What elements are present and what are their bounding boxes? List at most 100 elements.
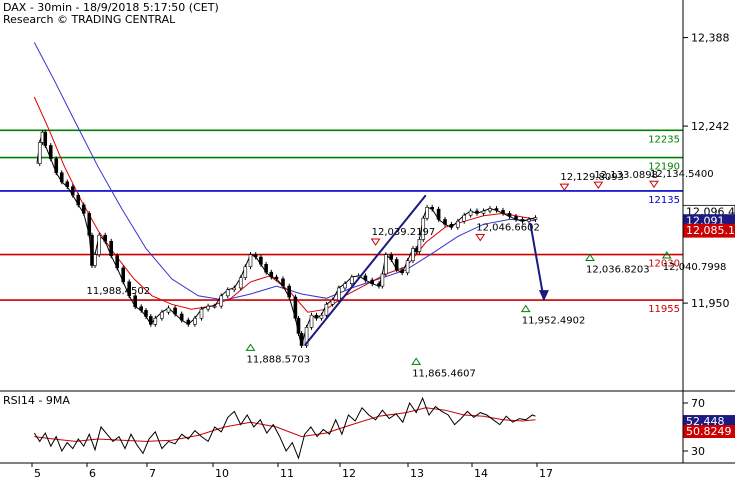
y-tick-label: 12,242 xyxy=(691,120,730,133)
candle xyxy=(212,305,217,308)
series-layer xyxy=(33,42,538,460)
candle xyxy=(179,313,184,321)
candle xyxy=(293,296,298,319)
rsi-badge-label: 52.448 xyxy=(686,415,725,428)
candle xyxy=(462,214,467,222)
candle xyxy=(304,327,309,346)
candle xyxy=(370,279,375,285)
candle xyxy=(430,207,435,210)
candle xyxy=(166,307,171,313)
candle xyxy=(81,204,86,214)
candle xyxy=(173,307,177,315)
candle xyxy=(296,317,301,334)
level-label: 12135 xyxy=(648,195,680,206)
candle xyxy=(54,158,59,174)
candle xyxy=(127,281,131,297)
candle xyxy=(394,259,399,271)
candle xyxy=(520,219,525,222)
candle xyxy=(363,275,368,281)
candle xyxy=(160,311,164,319)
candle xyxy=(330,299,335,305)
candle xyxy=(121,267,125,283)
candle xyxy=(336,287,341,301)
rsi-title: RSI14 - 9MA xyxy=(3,394,70,407)
candle xyxy=(383,254,388,275)
candle xyxy=(144,310,148,317)
swing-high-label: 12,133.0898 xyxy=(594,170,658,181)
swing-high-marker xyxy=(593,181,604,190)
candle xyxy=(507,213,512,217)
chart-credit: Research © TRADING CENTRAL xyxy=(3,13,176,26)
ma-slow-line xyxy=(33,42,536,301)
swing-high-label: 12,046.6602 xyxy=(476,223,540,234)
rsi-badge-label: 50.8249 xyxy=(686,425,732,438)
swing-high-marker xyxy=(475,234,486,242)
marks-layer: 12,039.2197 12,046.6602 12,129.809312,133.… xyxy=(87,169,735,439)
rsi-badge xyxy=(683,425,735,439)
candle xyxy=(324,304,329,316)
x-tick-label: 12 xyxy=(342,467,356,480)
candle xyxy=(48,145,53,160)
candle xyxy=(97,234,101,255)
candle xyxy=(488,208,492,212)
level-label: 12030 xyxy=(648,259,680,270)
swing-high-marker xyxy=(559,183,570,192)
candle xyxy=(417,239,422,252)
level-label: 12190 xyxy=(648,162,680,173)
rsi-y-tick-label: 70 xyxy=(691,397,705,410)
candle xyxy=(436,208,441,220)
swing-low-marker xyxy=(411,357,422,365)
candle xyxy=(389,254,394,260)
chart-title: DAX - 30min - 18/9/2018 5:17:50 (CET) xyxy=(3,1,219,14)
candle xyxy=(109,240,113,257)
level-label: 11955 xyxy=(648,304,680,315)
candle xyxy=(349,276,354,285)
swing-low-marker xyxy=(585,253,595,261)
x-tick-label: 14 xyxy=(474,467,488,480)
candle xyxy=(193,317,197,325)
forecast-arrowhead xyxy=(538,290,549,302)
candle xyxy=(59,172,64,183)
x-tick-label: 10 xyxy=(215,467,229,480)
candle xyxy=(225,289,230,297)
candle xyxy=(287,285,292,298)
candle xyxy=(133,295,137,308)
candle xyxy=(243,266,248,278)
candle xyxy=(281,278,285,287)
x-tick-label: 11 xyxy=(280,467,294,480)
price-annotation: 11,988.4502 xyxy=(87,286,151,297)
candle xyxy=(533,217,538,220)
candle xyxy=(514,216,518,220)
candle xyxy=(443,219,447,225)
candle xyxy=(501,210,505,214)
candle xyxy=(405,260,410,274)
candle xyxy=(449,223,454,228)
x-tick-label: 5 xyxy=(34,467,41,480)
candle xyxy=(199,308,204,319)
candle xyxy=(269,271,274,278)
swing-low-marker xyxy=(661,251,672,259)
candle xyxy=(232,287,237,291)
candle xyxy=(343,283,347,289)
candle xyxy=(43,131,48,146)
candle xyxy=(468,210,473,216)
swing-low-marker xyxy=(520,304,531,313)
candle xyxy=(219,295,224,307)
swing-high-label: 12,129.8093 xyxy=(560,172,624,183)
swing-high-marker xyxy=(649,180,659,189)
trendline xyxy=(303,194,427,347)
candle xyxy=(93,254,97,266)
x-tick-label: 6 xyxy=(89,467,96,480)
y-tick-label: 11,950 xyxy=(691,297,730,310)
candle xyxy=(115,255,119,269)
candle xyxy=(259,256,263,265)
swing-low-label: 11,952.4902 xyxy=(522,316,586,327)
level-label: 12235 xyxy=(648,134,680,145)
candle xyxy=(87,213,92,236)
candle xyxy=(139,306,143,311)
x-tick-label: 7 xyxy=(149,467,156,480)
candle xyxy=(414,248,419,252)
candle xyxy=(153,317,158,325)
swing-high-label: 12,134.5400 xyxy=(650,169,714,180)
